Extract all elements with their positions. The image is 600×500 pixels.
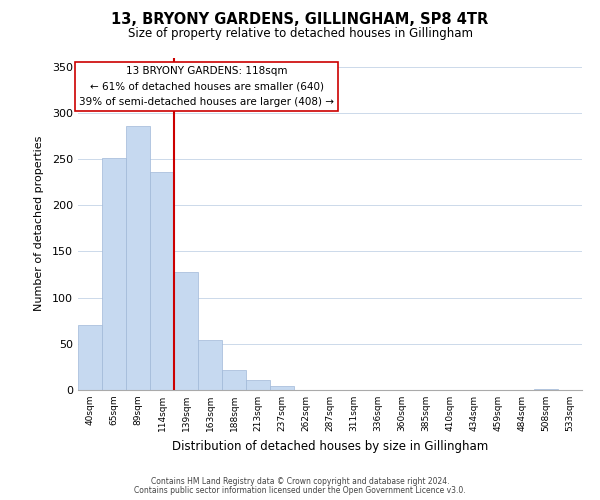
Bar [126, 126, 150, 390]
Text: Contains public sector information licensed under the Open Government Licence v3: Contains public sector information licen… [134, 486, 466, 495]
Bar [270, 386, 294, 390]
Bar [198, 340, 222, 390]
Bar [534, 389, 558, 390]
Bar [222, 370, 246, 390]
Y-axis label: Number of detached properties: Number of detached properties [34, 136, 44, 312]
Bar [78, 326, 102, 390]
Bar [246, 380, 270, 390]
X-axis label: Distribution of detached houses by size in Gillingham: Distribution of detached houses by size … [172, 440, 488, 452]
Bar [150, 172, 174, 390]
Text: Contains HM Land Registry data © Crown copyright and database right 2024.: Contains HM Land Registry data © Crown c… [151, 477, 449, 486]
Bar [102, 158, 126, 390]
Text: Size of property relative to detached houses in Gillingham: Size of property relative to detached ho… [128, 28, 473, 40]
Bar [174, 272, 198, 390]
Text: 13 BRYONY GARDENS: 118sqm
← 61% of detached houses are smaller (640)
39% of semi: 13 BRYONY GARDENS: 118sqm ← 61% of detac… [79, 66, 334, 107]
Text: 13, BRYONY GARDENS, GILLINGHAM, SP8 4TR: 13, BRYONY GARDENS, GILLINGHAM, SP8 4TR [112, 12, 488, 28]
